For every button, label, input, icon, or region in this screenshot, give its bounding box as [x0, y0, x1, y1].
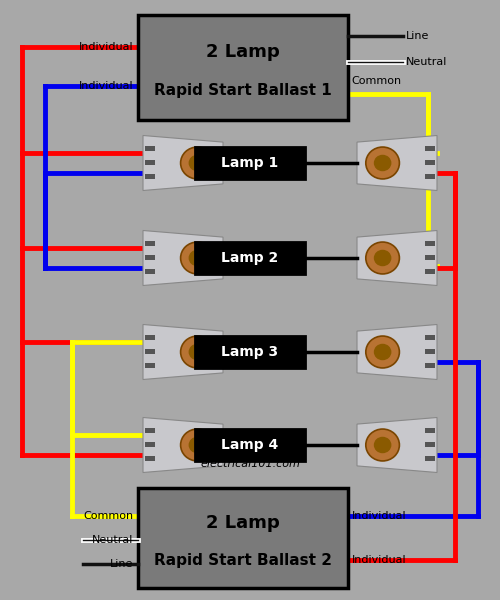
Polygon shape — [357, 136, 437, 191]
Text: Neutral: Neutral — [92, 535, 134, 545]
Bar — [145, 428, 155, 433]
Bar — [145, 146, 155, 151]
Text: Neutral: Neutral — [406, 57, 447, 67]
Bar — [425, 241, 435, 246]
Polygon shape — [143, 136, 223, 191]
Ellipse shape — [188, 250, 206, 266]
Text: Individual: Individual — [352, 511, 406, 521]
FancyBboxPatch shape — [195, 336, 305, 368]
Bar — [425, 269, 435, 274]
Polygon shape — [143, 418, 223, 473]
Text: Individual: Individual — [79, 41, 134, 52]
Text: Lamp 2: Lamp 2 — [222, 251, 278, 265]
Ellipse shape — [366, 242, 400, 274]
Text: Lamp 3: Lamp 3 — [222, 345, 278, 359]
Bar — [145, 160, 155, 165]
Text: Individual: Individual — [79, 82, 134, 91]
Polygon shape — [143, 325, 223, 379]
FancyBboxPatch shape — [195, 242, 305, 274]
Bar — [425, 428, 435, 433]
Polygon shape — [357, 230, 437, 286]
Bar — [425, 174, 435, 179]
Text: Common: Common — [352, 76, 402, 86]
Ellipse shape — [188, 437, 206, 453]
Polygon shape — [357, 325, 437, 379]
Ellipse shape — [188, 155, 206, 171]
Bar — [425, 255, 435, 260]
Bar — [145, 456, 155, 461]
Bar — [425, 335, 435, 340]
Ellipse shape — [180, 429, 214, 461]
Text: Rapid Start Ballast 1: Rapid Start Ballast 1 — [154, 83, 332, 98]
FancyBboxPatch shape — [195, 429, 305, 461]
Bar — [425, 160, 435, 165]
Ellipse shape — [188, 344, 206, 360]
Bar — [145, 335, 155, 340]
FancyBboxPatch shape — [138, 488, 348, 588]
Ellipse shape — [366, 147, 400, 179]
Ellipse shape — [180, 336, 214, 368]
Bar — [145, 269, 155, 274]
Ellipse shape — [374, 344, 392, 360]
Bar — [425, 146, 435, 151]
Bar — [425, 349, 435, 354]
Ellipse shape — [180, 242, 214, 274]
Bar — [145, 349, 155, 354]
Ellipse shape — [180, 147, 214, 179]
Ellipse shape — [374, 250, 392, 266]
Text: Rapid Start Ballast 2: Rapid Start Ballast 2 — [154, 553, 332, 568]
Ellipse shape — [366, 336, 400, 368]
Ellipse shape — [366, 429, 400, 461]
FancyBboxPatch shape — [138, 15, 348, 120]
Text: electrical101.com: electrical101.com — [200, 460, 300, 469]
Ellipse shape — [374, 155, 392, 171]
Polygon shape — [143, 230, 223, 286]
Text: Line: Line — [110, 559, 134, 569]
Text: 2 Lamp: 2 Lamp — [206, 514, 280, 532]
Bar — [145, 363, 155, 368]
Bar — [425, 442, 435, 447]
Bar — [145, 174, 155, 179]
Bar — [425, 456, 435, 461]
Bar — [145, 442, 155, 447]
Text: Line: Line — [406, 31, 429, 41]
FancyBboxPatch shape — [195, 147, 305, 179]
Polygon shape — [357, 418, 437, 473]
Text: Lamp 4: Lamp 4 — [222, 438, 278, 452]
Text: 2 Lamp: 2 Lamp — [206, 43, 280, 61]
Text: Individual: Individual — [352, 555, 406, 565]
Ellipse shape — [374, 437, 392, 453]
Bar — [425, 363, 435, 368]
Bar — [145, 255, 155, 260]
Text: Lamp 1: Lamp 1 — [222, 156, 278, 170]
Text: Common: Common — [84, 511, 134, 521]
Bar — [145, 241, 155, 246]
